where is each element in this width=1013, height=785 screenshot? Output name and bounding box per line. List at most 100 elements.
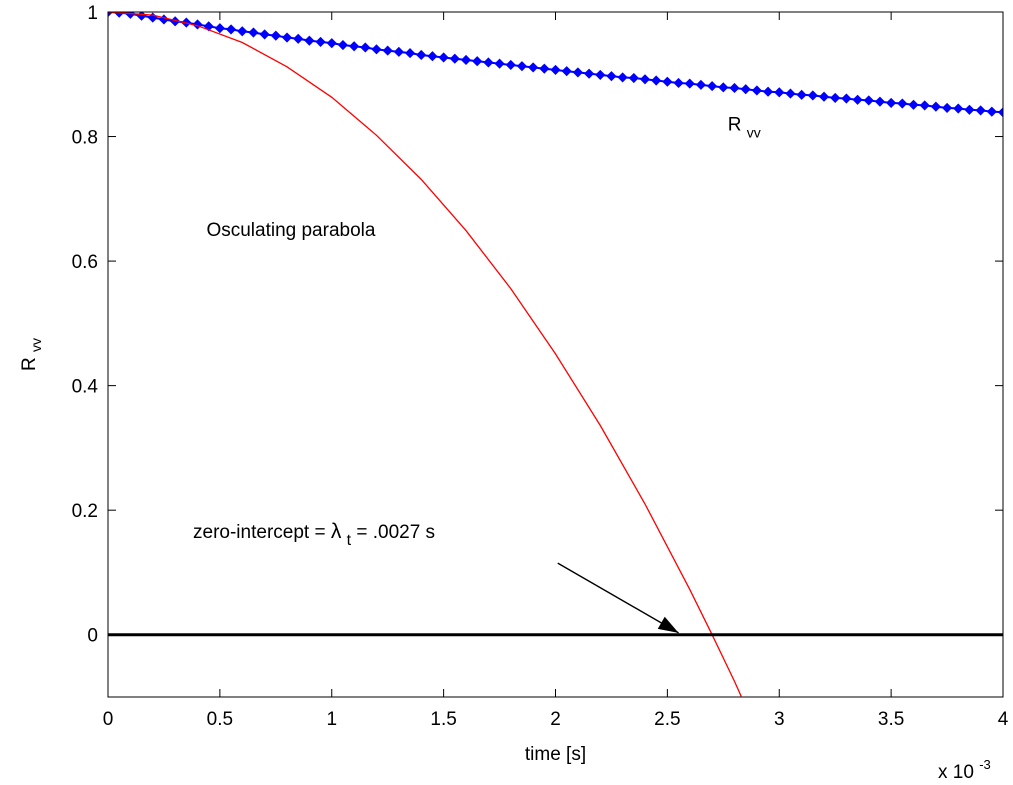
- data-point: [237, 26, 248, 37]
- tick-layer: 0 0.5 1 1.5 2 2.5 3 3.5 4 0 0.2 0.4 0.6 0.8 1: [72, 3, 1009, 730]
- y-tick-label: 0.8: [72, 128, 98, 149]
- data-point: [841, 93, 852, 104]
- data-point: [695, 79, 707, 90]
- data-point: [572, 67, 583, 78]
- parabola-label: Osculating parabola: [206, 220, 375, 241]
- data-point: [662, 76, 673, 87]
- y-tick-label: 0.6: [72, 252, 98, 273]
- x-tick-label: 2.5: [654, 709, 680, 730]
- data-point: [539, 63, 550, 74]
- x-tick-label: 0: [103, 709, 114, 730]
- data-point: [830, 92, 841, 104]
- data-point: [550, 64, 561, 75]
- data-point: [751, 85, 762, 96]
- x-tick-label: 1.5: [430, 709, 456, 730]
- data-point: [393, 46, 404, 57]
- data-point: [762, 86, 774, 97]
- data-point: [997, 107, 1003, 118]
- data-point: [595, 69, 606, 80]
- data-point: [315, 36, 326, 47]
- x-tick-label: 4: [998, 709, 1009, 730]
- series-line: [108, 12, 742, 697]
- data-point: [494, 58, 505, 69]
- data-point: [975, 105, 986, 116]
- data-point: [785, 88, 796, 99]
- data-point: [953, 103, 964, 114]
- data-point: [360, 42, 371, 53]
- rvv-series-label: R vv: [728, 114, 761, 140]
- arrow-shaft: [557, 562, 679, 634]
- y-tick-label: 0: [87, 626, 98, 647]
- rvv-series-label-main: R: [728, 114, 742, 135]
- data-point: [863, 95, 874, 106]
- x-tick-label: 3: [774, 709, 785, 730]
- data-point: [707, 81, 718, 92]
- data-point: [438, 52, 449, 63]
- data-point: [427, 51, 438, 62]
- data-point: [304, 35, 315, 46]
- data-point: [371, 44, 382, 55]
- data-point: [941, 102, 953, 113]
- lambda-subscript: t: [347, 532, 352, 549]
- y-axis-label-sub: vv: [28, 338, 44, 352]
- data-point: [259, 29, 270, 40]
- data-point: [293, 33, 304, 44]
- rvv-series-label-sub: vv: [747, 124, 761, 140]
- arrow-head: [657, 616, 679, 633]
- data-point: [897, 98, 908, 109]
- data-point: [908, 99, 919, 110]
- lambda-symbol: λ: [331, 520, 342, 543]
- zero-intercept-prefix: zero-intercept =: [193, 522, 331, 543]
- data-point: [326, 38, 337, 49]
- series-layer: [108, 12, 1003, 697]
- y-tick-label: 0.2: [72, 501, 98, 522]
- data-point: [919, 100, 930, 111]
- y-tick-label: 0.4: [72, 377, 99, 398]
- y-axis-label: R vv: [19, 338, 44, 371]
- data-point: [606, 71, 617, 82]
- data-point: [718, 82, 729, 93]
- data-point: [248, 27, 259, 38]
- data-point: [108, 12, 114, 18]
- data-point: [225, 24, 237, 35]
- data-point: [818, 91, 830, 102]
- data-point: [583, 68, 595, 79]
- data-point: [684, 78, 695, 89]
- data-point: [986, 106, 997, 117]
- series-1: [108, 12, 742, 697]
- data-point: [874, 96, 886, 107]
- data-point: [617, 72, 628, 83]
- data-point: [740, 84, 751, 95]
- x-tick-label: 0.5: [207, 709, 233, 730]
- data-point: [639, 74, 651, 85]
- y-axis-label-main: R: [19, 357, 40, 371]
- x-exponent-power: -3: [979, 757, 991, 772]
- x-axis-label: time [s]: [525, 744, 586, 765]
- data-point: [416, 49, 427, 61]
- data-point: [774, 87, 785, 98]
- x-exponent-label: x 10 -3: [938, 757, 991, 783]
- data-point: [382, 45, 393, 56]
- data-point: [349, 41, 360, 52]
- data-point: [337, 39, 349, 51]
- data-point: [673, 77, 684, 89]
- data-point: [528, 62, 539, 73]
- x-tick-label: 3.5: [878, 709, 904, 730]
- data-point: [270, 30, 281, 41]
- data-point: [460, 54, 472, 66]
- data-point: [886, 97, 897, 108]
- zero-intercept-suffix: = .0027 s: [356, 522, 435, 543]
- data-point: [930, 101, 941, 112]
- x-tick-label: 1: [326, 709, 337, 730]
- intercept-arrow: [557, 562, 679, 634]
- x-tick-label: 2: [550, 709, 561, 730]
- y-tick-label: 1: [87, 3, 98, 24]
- data-point: [505, 59, 516, 70]
- data-point: [852, 94, 863, 105]
- data-point: [516, 61, 528, 72]
- data-point: [807, 90, 818, 101]
- data-point: [628, 72, 639, 84]
- data-point: [964, 104, 975, 115]
- zero-intercept-label: zero-intercept = λ t = .0027 s: [193, 520, 435, 550]
